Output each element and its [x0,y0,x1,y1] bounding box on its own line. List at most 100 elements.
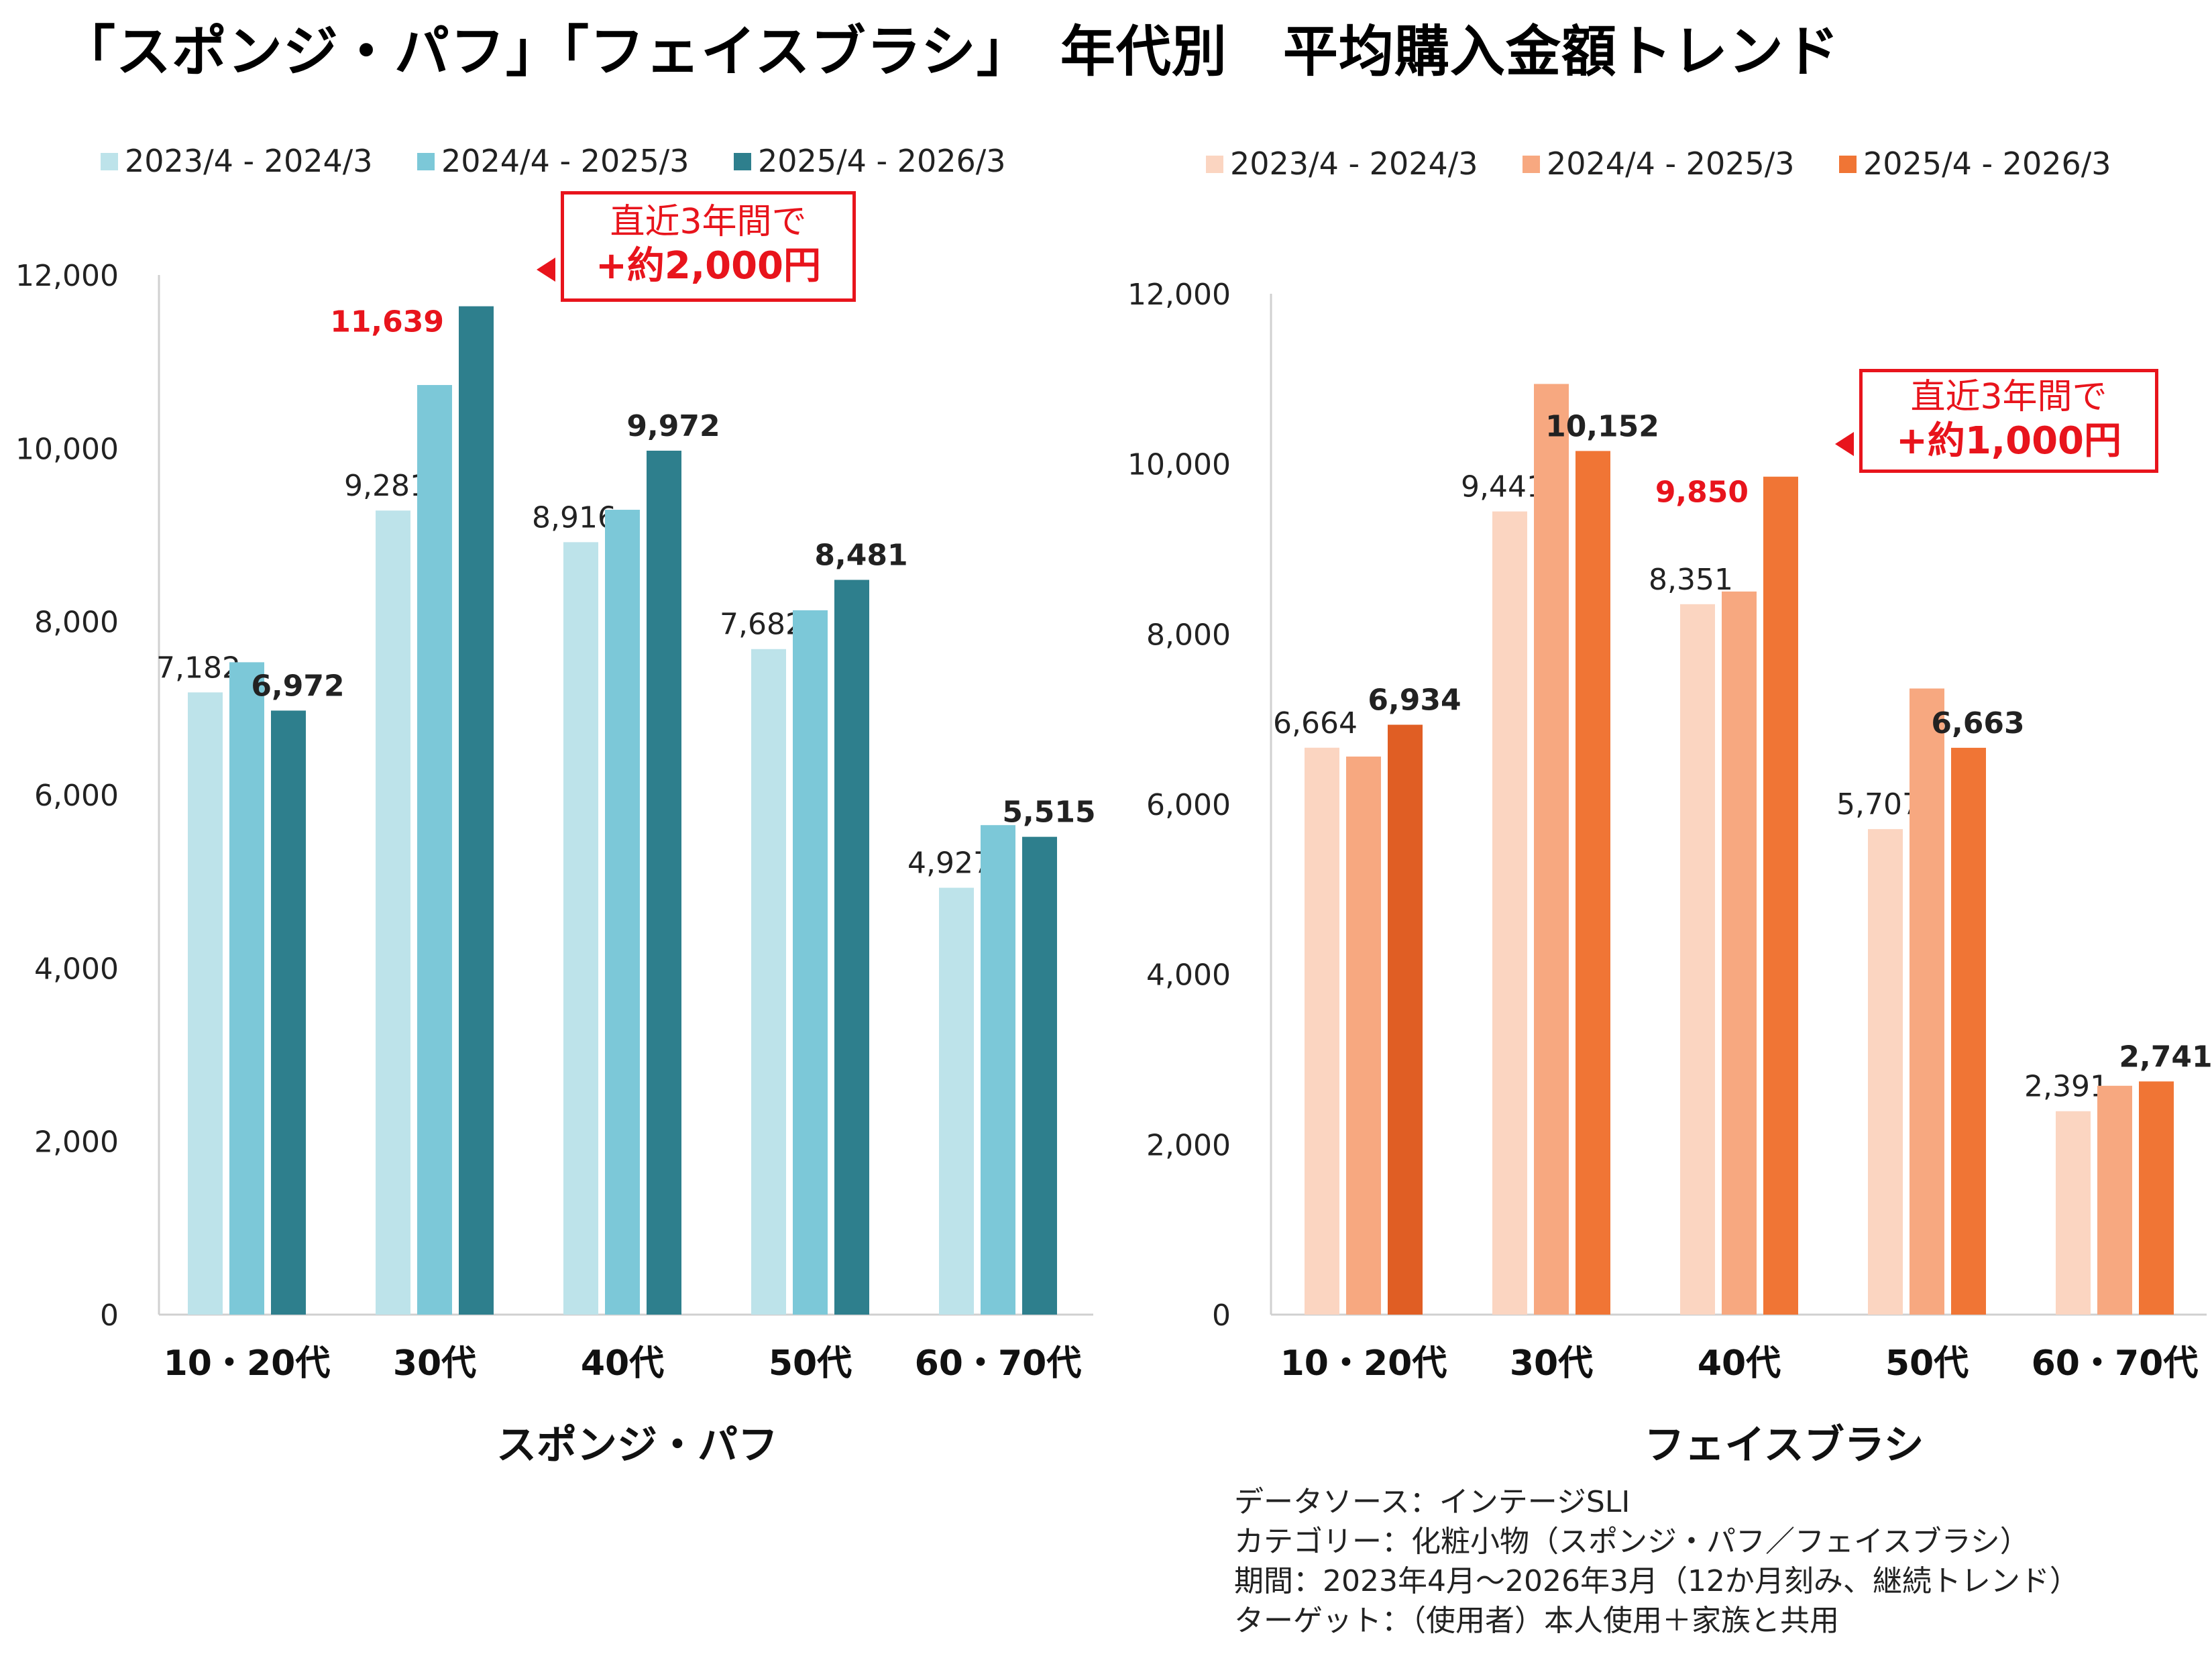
chart-title: スポンジ・パフ [496,1422,778,1469]
bar [939,887,974,1315]
data-label: 9,850 [1655,476,1749,510]
x-tick-label: 30代 [1510,1343,1593,1384]
data-label: 7,182 [156,651,241,685]
bar [1868,829,1903,1315]
data-label: 5,515 [1002,795,1095,830]
data-label: 6,663 [1931,706,2024,740]
callout-pointer-sponge [537,258,555,282]
bar [563,542,598,1315]
x-tick-label: 40代 [1698,1343,1781,1384]
bar [2097,1085,2132,1315]
bar [1763,476,1798,1315]
legend-label: 2025/4 - 2026/3 [758,143,1006,179]
bar [271,710,306,1315]
page-title: 「スポンジ・パフ」「フェイスブラシ」 年代別 平均購入金額トレンド [60,20,1840,84]
bar [834,579,869,1315]
bar [188,692,223,1315]
legend-label: 2023/4 - 2024/3 [1230,146,1478,182]
bar [647,450,681,1315]
legend-swatch [101,153,118,170]
data-label: 2,391 [2024,1070,2109,1104]
callout-pointer-brush [1835,432,1854,456]
y-tick-label: 0 [100,1299,119,1333]
bar [981,825,1015,1315]
x-tick-label: 30代 [393,1343,476,1384]
data-label: 4,927 [907,846,992,881]
y-tick-label: 12,000 [15,259,119,293]
bar [1492,511,1527,1315]
chart-title: フェイスブラシ [1645,1422,1924,1469]
data-label: 8,351 [1649,563,1733,597]
x-tick-label: 60・70代 [2032,1343,2199,1384]
x-tick-label: 50代 [1885,1343,1969,1384]
legend-swatch [734,153,751,170]
data-label: 6,934 [1368,683,1461,718]
bar [793,610,828,1315]
legend-label: 2024/4 - 2025/3 [1547,146,1795,182]
data-label: 8,481 [814,539,907,573]
y-tick-label: 0 [1212,1299,1231,1333]
legend-swatch [1523,156,1540,173]
x-tick-label: 10・20代 [164,1343,331,1384]
bar [1388,724,1423,1315]
legend-label: 2025/4 - 2026/3 [1863,146,2111,182]
data-label: 10,152 [1545,409,1659,443]
y-tick-label: 12,000 [1127,278,1231,312]
callout-line2: +約2,000円 [595,244,822,288]
bar [1951,747,1986,1315]
data-label: 9,972 [626,409,720,443]
y-tick-label: 2,000 [1146,1128,1231,1162]
bar [2056,1111,2091,1315]
source-line: データソース：インテージSLI [1234,1485,1630,1519]
x-tick-label: 10・20代 [1280,1343,1447,1384]
y-tick-label: 10,000 [1127,448,1231,482]
source-note: データソース：インテージSLI カテゴリー：化粧小物（スポンジ・パフ／フェイスブ… [1234,1482,2079,1641]
y-tick-label: 6,000 [34,779,119,813]
data-label: 8,916 [532,500,616,535]
legend-label: 2023/4 - 2024/3 [125,143,373,179]
y-tick-label: 2,000 [34,1125,119,1160]
legend-swatch [1839,156,1857,173]
bar [751,649,786,1315]
bar [1022,836,1057,1315]
bar [1575,451,1610,1315]
callout-box-sponge: 直近3年間で +約2,000円 [561,191,856,302]
y-tick-label: 6,000 [1146,788,1231,822]
legend-swatch [1206,156,1223,173]
bar [1305,747,1339,1315]
data-label: 6,664 [1273,706,1358,740]
bar [459,306,494,1315]
callout-box-brush: 直近3年間で +約1,000円 [1859,369,2158,473]
y-tick-label: 10,000 [15,432,119,466]
data-label: 7,682 [720,608,804,642]
callout-line1: 直近3年間で [610,202,807,242]
callout-line1: 直近3年間で [1910,377,2107,417]
source-line: ターゲット：（使用者）本人使用＋家族と共用 [1234,1604,1839,1638]
bar [1680,604,1715,1315]
y-tick-label: 4,000 [1146,958,1231,993]
bar [1722,591,1757,1315]
bar [2139,1081,2174,1315]
x-tick-label: 50代 [769,1343,852,1384]
legend-label: 2024/4 - 2025/3 [441,143,689,179]
bar [376,510,410,1315]
data-label: 6,972 [251,669,344,703]
y-tick-label: 4,000 [34,952,119,986]
y-tick-label: 8,000 [1146,618,1231,652]
data-label: 5,707 [1836,787,1921,822]
bar [229,662,264,1315]
bar [417,385,452,1315]
source-line: カテゴリー：化粧小物（スポンジ・パフ／フェイスブラシ） [1234,1525,2030,1559]
y-tick-label: 8,000 [34,606,119,640]
data-label: 9,441 [1461,470,1545,504]
x-tick-label: 60・70代 [915,1343,1082,1384]
bar [1346,756,1381,1315]
data-label: 2,741 [2119,1040,2212,1074]
source-line: 期間：2023年4月～2026年3月（12か月刻み、継続トレンド） [1234,1564,2079,1598]
callout-line2: +約1,000円 [1895,419,2122,463]
data-label: 9,281 [344,469,429,503]
bar [1910,688,1944,1315]
bar [605,510,640,1315]
x-tick-label: 40代 [581,1343,664,1384]
